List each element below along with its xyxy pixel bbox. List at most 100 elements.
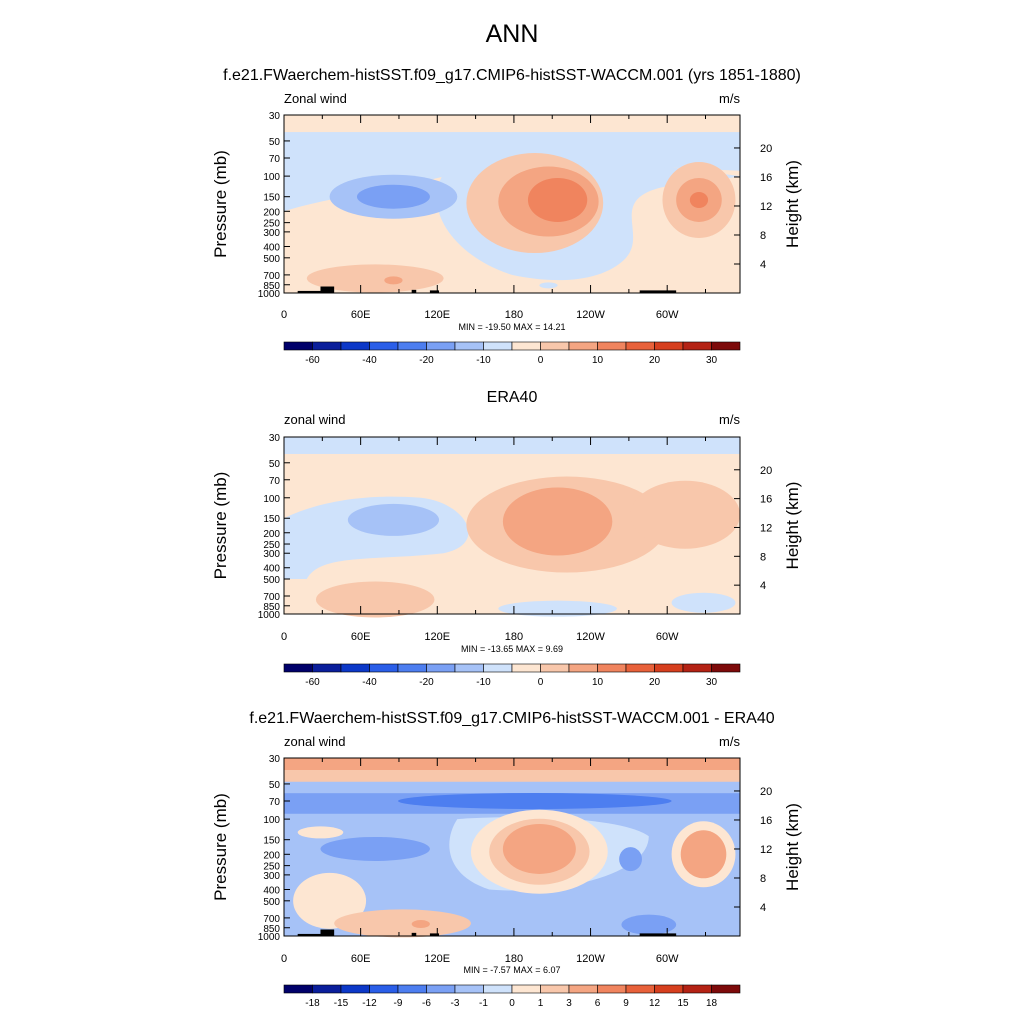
- colorbar-label: 30: [706, 355, 718, 366]
- y-right-tick-label: 12: [760, 522, 772, 534]
- colorbar-label: 10: [592, 355, 604, 366]
- colorbar-swatch: [568, 984, 598, 994]
- colorbar-label: -18: [305, 998, 320, 1009]
- y-tick-label: 500: [263, 254, 280, 265]
- colorbar-swatch: [511, 663, 541, 673]
- y-right-tick-label: 8: [760, 230, 766, 242]
- y-tick-label: 400: [263, 885, 280, 896]
- orography-1: [320, 929, 335, 936]
- x-tick-label: 180: [505, 953, 523, 965]
- y-tick-label: 100: [263, 172, 280, 183]
- y-tick-label: 850: [263, 602, 280, 613]
- x-tick-label: 120W: [576, 631, 605, 643]
- field-jet2-core: [680, 830, 727, 879]
- y-tick-label: 100: [263, 494, 280, 505]
- field-pos-lower-left: [293, 872, 367, 929]
- colorbar-label: -9: [394, 998, 403, 1009]
- colorbar-label: -40: [362, 677, 377, 688]
- y-tick-label: 70: [269, 797, 281, 808]
- y-right-tick-label: 4: [760, 259, 766, 271]
- colorbar-swatch: [625, 663, 655, 673]
- colorbar-swatch: [426, 663, 456, 673]
- colorbar-swatch: [340, 984, 370, 994]
- y-tick-label: 700: [263, 914, 280, 925]
- y-axis-title: Pressure (mb): [211, 793, 230, 901]
- field-neg-band: [320, 836, 430, 861]
- colorbar-swatch: [597, 341, 627, 351]
- colorbar-swatch: [682, 341, 712, 351]
- plot-frame: [283, 757, 741, 937]
- colorbar-swatch: [312, 341, 342, 351]
- colorbar-label: -20: [419, 677, 434, 688]
- colorbar-label: 1: [538, 998, 544, 1009]
- y-right-tick-label: 8: [760, 551, 766, 563]
- plot-frame: [283, 114, 741, 294]
- colorbar-swatch: [597, 663, 627, 673]
- y-tick-label: 250: [263, 862, 280, 873]
- min-max-stats: MIN = -13.65 MAX = 9.69: [461, 644, 563, 654]
- figure-title: ANN: [485, 20, 539, 48]
- colorbar-label: 0: [538, 677, 544, 688]
- orography-0: [297, 933, 321, 936]
- y-tick-label: 50: [269, 459, 281, 470]
- x-tick-label: 0: [281, 309, 287, 321]
- panel-3: f.e21.FWaerchem-histSST.f09_g17.CMIP6-hi…: [211, 710, 802, 1009]
- colorbar-label: 18: [706, 998, 718, 1009]
- y-tick-label: 1000: [258, 610, 281, 621]
- field-lower-westerly: [306, 264, 444, 293]
- x-tick-label: 180: [505, 631, 523, 643]
- field-easterly-max: [356, 184, 430, 209]
- colorbar-label: -12: [362, 998, 377, 1009]
- colorbar-swatch: [483, 663, 513, 673]
- x-tick-label: 60W: [656, 953, 679, 965]
- colorbar-label: -6: [422, 998, 431, 1009]
- orography-0: [297, 290, 321, 293]
- field-surface-easterly: [498, 600, 617, 617]
- colorbar-swatch: [654, 663, 684, 673]
- colorbar-label: -60: [305, 677, 320, 688]
- y-axis-title: Pressure (mb): [211, 472, 230, 580]
- y-tick-label: 100: [263, 815, 280, 826]
- y-tick-label: 50: [269, 780, 281, 791]
- y-tick-label: 1000: [258, 289, 281, 300]
- colorbar-label: 9: [623, 998, 629, 1009]
- y-right-tick-label: 16: [760, 815, 772, 827]
- y-right-tick-label: 20: [760, 143, 772, 155]
- x-tick-label: 60W: [656, 631, 679, 643]
- x-tick-label: 120W: [576, 953, 605, 965]
- colorbar-label: 0: [538, 355, 544, 366]
- colorbar-label: 12: [649, 998, 661, 1009]
- y-tick-label: 700: [263, 592, 280, 603]
- contour-field: [284, 437, 741, 618]
- y-right-tick-label: 16: [760, 172, 772, 184]
- orography-3: [429, 290, 440, 293]
- field-lower-core: [411, 920, 430, 929]
- colorbar-swatch: [540, 341, 570, 351]
- field-top-band: [284, 115, 740, 133]
- y-right-tick-label: 8: [760, 873, 766, 885]
- x-tick-label: 60E: [351, 309, 371, 321]
- colorbar-label: 0: [509, 998, 515, 1009]
- colorbar-swatch: [511, 341, 541, 351]
- colorbar-swatch: [426, 341, 456, 351]
- field-neg-cell: [619, 847, 642, 872]
- colorbar-label: -60: [305, 355, 320, 366]
- colorbar-label: -3: [451, 998, 460, 1009]
- y-axis-right: 20 16 12 8 4 Height (km): [734, 143, 802, 271]
- y-right-axis-title: Height (km): [783, 482, 802, 570]
- colorbar-swatch: [454, 984, 484, 994]
- colorbar-swatch: [568, 341, 598, 351]
- colorbar-swatch: [283, 663, 313, 673]
- panel-right-label: m/s: [719, 412, 740, 427]
- y-tick-label: 70: [269, 154, 281, 165]
- orography-4: [639, 290, 677, 293]
- y-tick-label: 150: [263, 836, 280, 847]
- y-axis-right: 20 16 12 8 4 Height (km): [734, 465, 802, 592]
- panel-1: f.e21.FWaerchem-histSST.f09_g17.CMIP6-hi…: [211, 67, 802, 366]
- colorbar-swatch: [340, 663, 370, 673]
- y-right-tick-label: 20: [760, 465, 772, 477]
- y-tick-label: 1000: [258, 932, 281, 943]
- field-lower-core: [384, 276, 403, 285]
- colorbar-swatch: [654, 984, 684, 994]
- colorbar-label: 15: [677, 998, 689, 1009]
